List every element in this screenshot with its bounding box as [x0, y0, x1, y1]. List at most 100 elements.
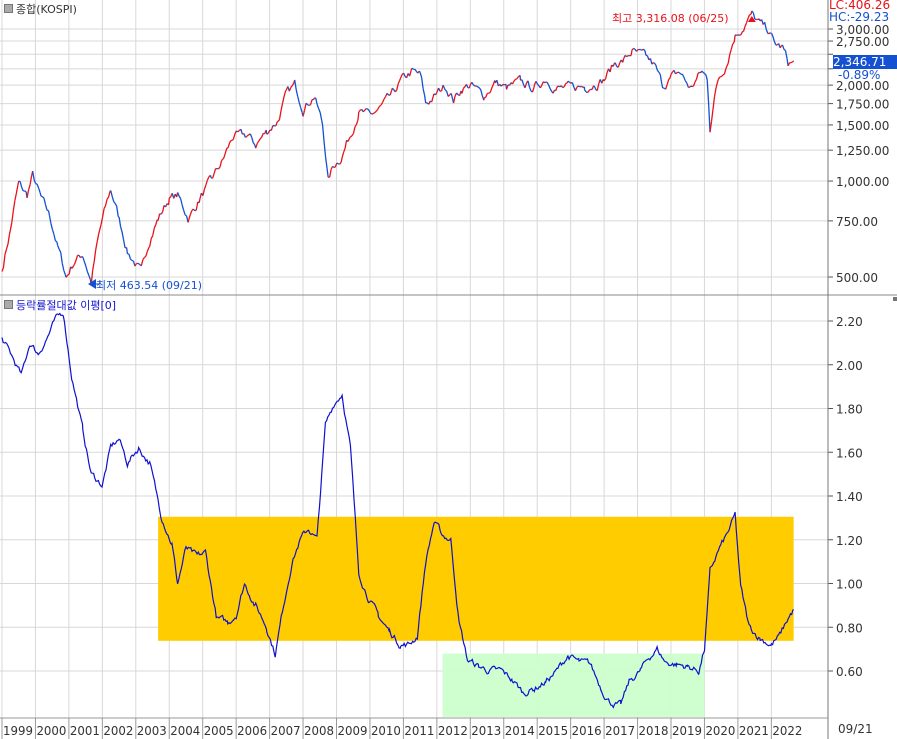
- price-segment: [194, 209, 197, 212]
- price-segment: [50, 223, 54, 230]
- price-segment: [60, 252, 63, 264]
- price-segment: [443, 88, 446, 91]
- price-segment: [468, 84, 471, 89]
- price-segment: [783, 48, 786, 52]
- price-segment: [122, 239, 126, 248]
- price-segment: [568, 81, 572, 84]
- indicator-line: [1, 312, 794, 709]
- price-segment: [400, 74, 403, 79]
- price-segment: [143, 255, 147, 259]
- price-segment: [255, 143, 258, 149]
- price-segment: [146, 247, 150, 252]
- price-segment: [737, 34, 740, 36]
- price-segment: [96, 233, 100, 242]
- price-segment: [281, 96, 285, 104]
- price-segment: [347, 137, 351, 142]
- price-segment: [93, 249, 97, 262]
- price-segment: [278, 110, 282, 120]
- price-segment: [326, 168, 329, 178]
- price-segment: [148, 246, 151, 249]
- price-segment: [765, 28, 769, 34]
- price-segment: [527, 80, 531, 88]
- price-segment: [701, 70, 704, 73]
- price-segment: [653, 62, 657, 66]
- price-segment: [54, 240, 58, 243]
- price-segment: [706, 80, 710, 106]
- price-segment: [478, 87, 482, 91]
- price-segment: [369, 111, 372, 115]
- price-segment: [300, 107, 303, 113]
- price-segment: [14, 193, 17, 201]
- price-segment: [364, 108, 367, 111]
- price-segment: [18, 180, 21, 183]
- price-segment: [552, 89, 556, 94]
- price-segment: [555, 87, 558, 91]
- x-tick-label: 2001: [70, 724, 100, 738]
- price-segment: [786, 58, 789, 66]
- price-segment: [411, 67, 414, 70]
- price-segment: [716, 79, 720, 83]
- price-segment: [396, 83, 399, 91]
- price-panel-title: 종합(KOSPI): [16, 3, 77, 16]
- price-segment: [323, 141, 327, 157]
- price-segment: [704, 73, 707, 76]
- panel-menu-icon[interactable]: [4, 300, 13, 309]
- price-segment: [787, 62, 791, 67]
- price-segment: [668, 77, 671, 80]
- price-segment: [167, 198, 170, 205]
- panel-menu-icon[interactable]: [4, 4, 13, 13]
- price-segment: [360, 108, 363, 111]
- price-segment: [547, 84, 551, 89]
- price-segment: [574, 87, 578, 91]
- x-tick-label: 2008: [304, 724, 334, 738]
- price-segment: [658, 71, 661, 75]
- price-segment: [588, 88, 592, 92]
- price-segment: [723, 68, 727, 75]
- price-segment: [739, 33, 742, 36]
- price-segment: [294, 79, 297, 90]
- price-segment: [689, 85, 692, 88]
- price-segment: [134, 263, 137, 267]
- price-segment: [399, 77, 402, 81]
- zone-band: [158, 516, 794, 641]
- price-segment: [475, 85, 479, 88]
- price-segment: [732, 41, 735, 45]
- price-segment: [209, 175, 212, 178]
- price-segment: [27, 184, 31, 190]
- price-segment: [351, 133, 354, 137]
- price-segment: [683, 76, 686, 82]
- price-segment: [206, 176, 210, 181]
- x-tick-label: 1999: [3, 724, 33, 738]
- price-segment: [88, 275, 91, 280]
- price-segment: [98, 224, 102, 231]
- price-segment: [298, 102, 302, 108]
- price-segment: [730, 43, 734, 50]
- price-segment: [645, 54, 648, 57]
- price-segment: [211, 173, 215, 179]
- price-segment: [354, 124, 358, 128]
- price-segment: [114, 203, 118, 207]
- price-segment: [29, 175, 33, 185]
- price-segment: [101, 208, 105, 218]
- price-segment: [709, 121, 713, 133]
- price-segment: [651, 62, 654, 65]
- price-segment: [764, 22, 767, 30]
- price-segment: [626, 55, 629, 58]
- price-segment: [350, 135, 353, 138]
- y-tick-label: 1,250.00: [836, 144, 889, 158]
- price-segment: [38, 188, 41, 194]
- price-segment: [678, 72, 682, 75]
- price-segment: [397, 79, 401, 84]
- price-segment: [695, 73, 699, 80]
- price-segment: [713, 87, 717, 97]
- price-segment: [153, 224, 157, 229]
- price-segment: [769, 32, 772, 35]
- price-segment: [539, 84, 543, 89]
- price-segment: [266, 132, 269, 135]
- price-segment: [717, 76, 721, 80]
- price-segment: [578, 85, 581, 88]
- price-segment: [307, 104, 310, 106]
- price-segment: [160, 211, 164, 215]
- price-segment: [192, 208, 196, 212]
